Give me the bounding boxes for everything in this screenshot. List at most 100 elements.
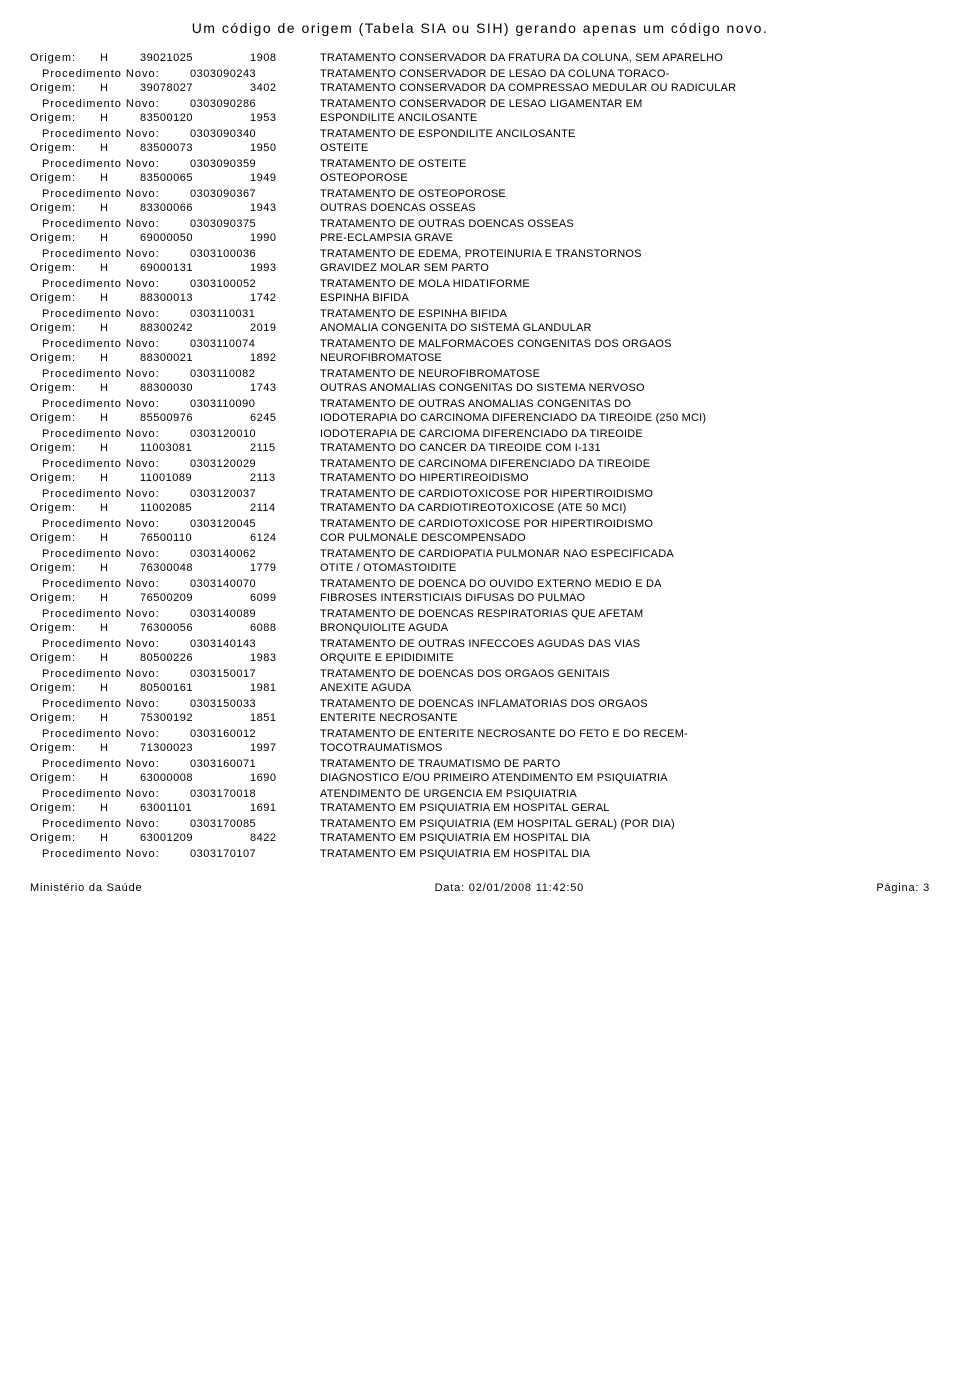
origem-desc: ESPONDILITE ANCILOSANTE: [320, 112, 930, 124]
proc-label: Procedimento Novo:: [30, 788, 190, 800]
origem-code2: 2019: [250, 322, 320, 334]
origem-code2: 6099: [250, 592, 320, 604]
origem-code: 85500976: [140, 412, 250, 424]
origem-label: Origem:: [30, 562, 100, 574]
proc-line: Procedimento Novo:0303110074TRATAMENTO D…: [30, 338, 930, 350]
entry-row: Origem:H763000566088BRONQUIOLITE AGUDAPr…: [30, 622, 930, 650]
proc-line: Procedimento Novo:0303170085TRATAMENTO E…: [30, 818, 930, 830]
origem-line: Origem:H833000661943OUTRAS DOENCAS OSSEA…: [30, 202, 930, 214]
proc-label: Procedimento Novo:: [30, 68, 190, 80]
proc-line: Procedimento Novo:0303150033TRATAMENTO D…: [30, 698, 930, 710]
proc-code: 0303140143: [190, 638, 320, 650]
origem-desc: OSTEOPOROSE: [320, 172, 930, 184]
proc-label: Procedimento Novo:: [30, 608, 190, 620]
origem-line: Origem:H883000131742ESPINHA BIFIDA: [30, 292, 930, 304]
origem-desc: TRATAMENTO DO CANCER DA TIREOIDE COM I-1…: [320, 442, 930, 454]
origem-code: 83500120: [140, 112, 250, 124]
proc-desc: ATENDIMENTO DE URGENCIA EM PSIQUIATRIA: [320, 788, 930, 800]
origem-h: H: [100, 472, 140, 484]
proc-label: Procedimento Novo:: [30, 488, 190, 500]
entry-row: Origem:H110020852114TRATAMENTO DA CARDIO…: [30, 502, 930, 530]
origem-line: Origem:H883000301743OUTRAS ANOMALIAS CON…: [30, 382, 930, 394]
origem-h: H: [100, 772, 140, 784]
origem-code2: 1892: [250, 352, 320, 364]
origem-label: Origem:: [30, 82, 100, 94]
origem-label: Origem:: [30, 202, 100, 214]
origem-h: H: [100, 652, 140, 664]
origem-desc: TOCOTRAUMATISMOS: [320, 742, 930, 754]
proc-line: Procedimento Novo:0303100036TRATAMENTO D…: [30, 248, 930, 260]
origem-code2: 6088: [250, 622, 320, 634]
proc-label: Procedimento Novo:: [30, 578, 190, 590]
proc-line: Procedimento Novo:0303090286TRATAMENTO C…: [30, 98, 930, 110]
origem-label: Origem:: [30, 682, 100, 694]
proc-label: Procedimento Novo:: [30, 428, 190, 440]
proc-code: 0303090367: [190, 188, 320, 200]
origem-code2: 1949: [250, 172, 320, 184]
proc-code: 0303090340: [190, 128, 320, 140]
origem-label: Origem:: [30, 52, 100, 64]
origem-line: Origem:H110020852114TRATAMENTO DA CARDIO…: [30, 502, 930, 514]
proc-desc: TRATAMENTO EM PSIQUIATRIA EM HOSPITAL DI…: [320, 848, 930, 860]
origem-h: H: [100, 532, 140, 544]
proc-desc: IODOTERAPIA DE CARCIOMA DIFERENCIADO DA …: [320, 428, 930, 440]
proc-desc: TRATAMENTO DE CARDIOPATIA PULMONAR NAO E…: [320, 548, 930, 560]
proc-desc: TRATAMENTO DE CARDIOTOXICOSE POR HIPERTI…: [320, 488, 930, 500]
origem-desc: TRATAMENTO EM PSIQUIATRIA EM HOSPITAL DI…: [320, 832, 930, 844]
origem-desc: ANEXITE AGUDA: [320, 682, 930, 694]
proc-code: 0303120029: [190, 458, 320, 470]
proc-code: 0303140070: [190, 578, 320, 590]
proc-code: 0303090359: [190, 158, 320, 170]
origem-desc: GRAVIDEZ MOLAR SEM PARTO: [320, 262, 930, 274]
origem-label: Origem:: [30, 442, 100, 454]
proc-label: Procedimento Novo:: [30, 398, 190, 410]
proc-code: 0303150033: [190, 698, 320, 710]
proc-desc: TRATAMENTO DE ENTERITE NECROSANTE DO FET…: [320, 728, 930, 740]
proc-desc: TRATAMENTO DE DOENCA DO OUVIDO EXTERNO M…: [320, 578, 930, 590]
entry-row: Origem:H805002261983ORQUITE E EPIDIDIMIT…: [30, 652, 930, 680]
origem-h: H: [100, 832, 140, 844]
origem-desc: OSTEITE: [320, 142, 930, 154]
proc-code: 0303140062: [190, 548, 320, 560]
origem-label: Origem:: [30, 802, 100, 814]
proc-desc: TRATAMENTO DE DOENCAS INFLAMATORIAS DOS …: [320, 698, 930, 710]
origem-h: H: [100, 172, 140, 184]
origem-desc: FIBROSES INTERSTICIAIS DIFUSAS DO PULMAO: [320, 592, 930, 604]
entry-row: Origem:H763000481779OTITE / OTOMASTOIDIT…: [30, 562, 930, 590]
origem-label: Origem:: [30, 592, 100, 604]
origem-code: 76500209: [140, 592, 250, 604]
origem-label: Origem:: [30, 322, 100, 334]
proc-desc: TRATAMENTO DE NEUROFIBROMATOSE: [320, 368, 930, 380]
origem-code: 69000050: [140, 232, 250, 244]
entry-row: Origem:H833000661943OUTRAS DOENCAS OSSEA…: [30, 202, 930, 230]
origem-code2: 1981: [250, 682, 320, 694]
origem-desc: NEUROFIBROMATOSE: [320, 352, 930, 364]
entry-row: Origem:H883000301743OUTRAS ANOMALIAS CON…: [30, 382, 930, 410]
proc-line: Procedimento Novo:0303170018ATENDIMENTO …: [30, 788, 930, 800]
origem-h: H: [100, 682, 140, 694]
origem-label: Origem:: [30, 412, 100, 424]
origem-code2: 2115: [250, 442, 320, 454]
proc-code: 0303110082: [190, 368, 320, 380]
origem-desc: ESPINHA BIFIDA: [320, 292, 930, 304]
origem-line: Origem:H763000481779OTITE / OTOMASTOIDIT…: [30, 562, 930, 574]
proc-code: 0303090286: [190, 98, 320, 110]
proc-code: 0303090375: [190, 218, 320, 230]
proc-code: 0303170085: [190, 818, 320, 830]
origem-label: Origem:: [30, 142, 100, 154]
origem-label: Origem:: [30, 262, 100, 274]
origem-code2: 1950: [250, 142, 320, 154]
proc-label: Procedimento Novo:: [30, 518, 190, 530]
entry-row: Origem:H690000501990PRE-ECLAMPSIA GRAVEP…: [30, 232, 930, 260]
proc-label: Procedimento Novo:: [30, 158, 190, 170]
proc-label: Procedimento Novo:: [30, 188, 190, 200]
origem-label: Origem:: [30, 502, 100, 514]
origem-h: H: [100, 562, 140, 574]
proc-label: Procedimento Novo:: [30, 278, 190, 290]
entry-row: Origem:H883000131742ESPINHA BIFIDAProced…: [30, 292, 930, 320]
origem-h: H: [100, 292, 140, 304]
origem-desc: ORQUITE E EPIDIDIMITE: [320, 652, 930, 664]
origem-code: 83500073: [140, 142, 250, 154]
proc-desc: TRATAMENTO DE CARCINOMA DIFERENCIADO DA …: [320, 458, 930, 470]
entry-row: Origem:H835001201953ESPONDILITE ANCILOSA…: [30, 112, 930, 140]
